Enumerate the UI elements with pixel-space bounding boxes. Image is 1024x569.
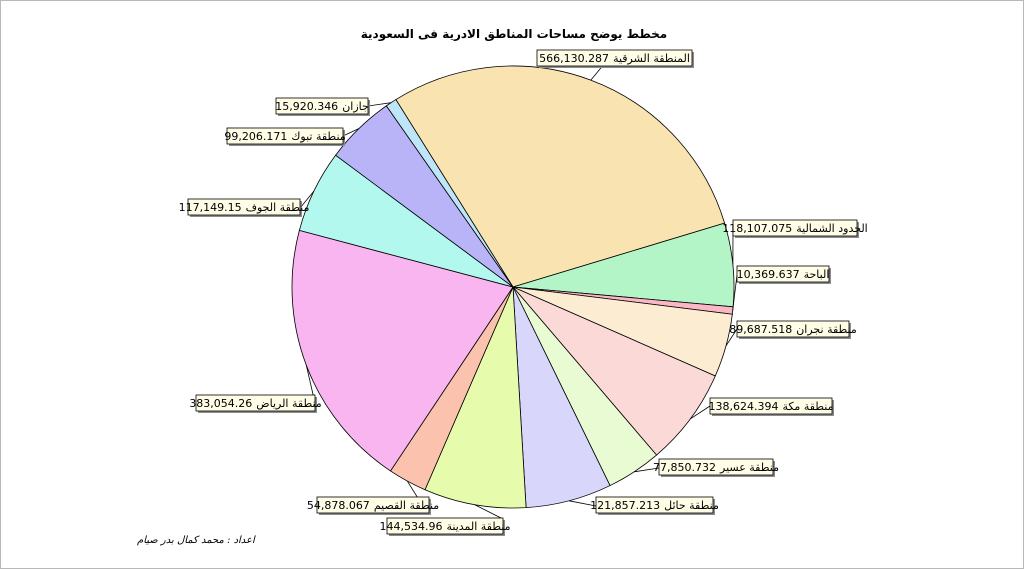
slice-value-label: 138,624.394 xyxy=(708,400,778,413)
pie-slices xyxy=(291,65,735,509)
slice-value-label: 10,369.637 xyxy=(737,268,800,281)
slice-value-label: 15,920.346 xyxy=(275,100,338,113)
slice-value-label: 99,206.171 xyxy=(224,130,287,143)
label-leader-line xyxy=(342,128,360,137)
slice-value-label: 383,054.26 xyxy=(189,397,252,410)
slice-value-label: 121,857.213 xyxy=(590,499,660,512)
slice-label: 566,130.287 المنطقة الشرقية xyxy=(539,52,690,65)
slice-label: 144,534.96 منطقة المدينة xyxy=(380,520,511,533)
label-leader-line xyxy=(725,328,738,346)
label-box xyxy=(736,320,850,338)
slice-name-label: منطقة الرياض xyxy=(256,397,321,410)
slice-name-label: منطقة نجران xyxy=(796,323,857,336)
label-leader-line xyxy=(690,405,711,420)
slice-name-label: الباحة xyxy=(804,268,830,281)
slice-name-label: منطقة مكة xyxy=(782,400,833,413)
slice-name-label: منطقة حائل xyxy=(664,499,719,512)
label-box xyxy=(226,127,344,145)
pie-slice xyxy=(512,286,716,456)
label-box xyxy=(187,198,301,216)
slice-value-label: 54,878.067 xyxy=(307,499,370,512)
slice-label: 121,857.213 منطقة حائل xyxy=(590,499,719,512)
slice-value-label: 566,130.287 xyxy=(539,52,609,65)
label-box xyxy=(595,496,714,514)
label-leader-line xyxy=(634,467,660,473)
slice-value-label: 144,534.96 xyxy=(380,520,443,533)
label-box xyxy=(658,458,774,476)
slice-value-label: 118,107.075 xyxy=(722,222,792,235)
slice-label: 77,850.732 منطقة عسير xyxy=(653,461,779,474)
slice-value-label: 77,850.732 xyxy=(653,461,716,474)
label-leader-line xyxy=(732,274,738,311)
slice-label: 54,878.067 منطقة القصيم xyxy=(307,499,439,512)
slice-name-label: منطقة القصيم xyxy=(374,499,439,512)
author-credit: اعداد : محمد كمال بدر صيام xyxy=(137,535,256,546)
label-leader-line xyxy=(569,500,597,507)
slice-value-label: 117,149.15 xyxy=(179,201,242,214)
slice-name-label: الحدود الشمالية xyxy=(796,222,868,235)
label-leader-line xyxy=(367,102,392,107)
slice-label: 10,369.637 الباحة xyxy=(737,268,830,281)
slice-label: 15,920.346 جازان xyxy=(275,100,369,113)
slice-value-label: 89,687.518 xyxy=(729,323,792,336)
pie-slice xyxy=(291,229,514,472)
label-box xyxy=(316,496,430,514)
label-leader-line xyxy=(299,190,315,209)
slice-name-label: جازان xyxy=(342,100,369,113)
pie-slice xyxy=(395,65,726,288)
label-leader-line xyxy=(474,504,502,519)
slice-label: 99,206.171 منطقة تبوك xyxy=(224,130,345,143)
slice-label: 138,624.394 منطقة مكة xyxy=(708,400,833,413)
label-box xyxy=(536,49,693,67)
slice-name-label: منطقة الجوف xyxy=(246,201,310,214)
label-box xyxy=(275,97,369,115)
label-box xyxy=(386,517,504,535)
slice-label: 89,687.518 منطقة نجران xyxy=(729,323,857,336)
slice-name-label: منطقة تبوك xyxy=(291,130,345,143)
slice-label: 118,107.075 الحدود الشمالية xyxy=(722,222,867,235)
pie-slice xyxy=(424,286,527,509)
slice-name-label: منطقة المدينة xyxy=(446,520,510,533)
slice-label: 383,054.26 منطقة الرياض xyxy=(189,397,321,410)
chart-title: مخطط يوضح مساحات المناطق الادرية فى السع… xyxy=(361,27,667,42)
label-box xyxy=(195,394,316,412)
slice-name-label: المنطقة الشرقية xyxy=(613,52,690,65)
label-box xyxy=(709,397,833,415)
slice-label: 117,149.15 منطقة الجوف xyxy=(179,201,310,214)
slice-name-label: منطقة عسير xyxy=(719,461,779,474)
label-box xyxy=(732,219,858,237)
label-box xyxy=(736,265,830,283)
pie-labels: 566,130.287 المنطقة الشرقية 118,107.075 الح… xyxy=(179,49,868,536)
